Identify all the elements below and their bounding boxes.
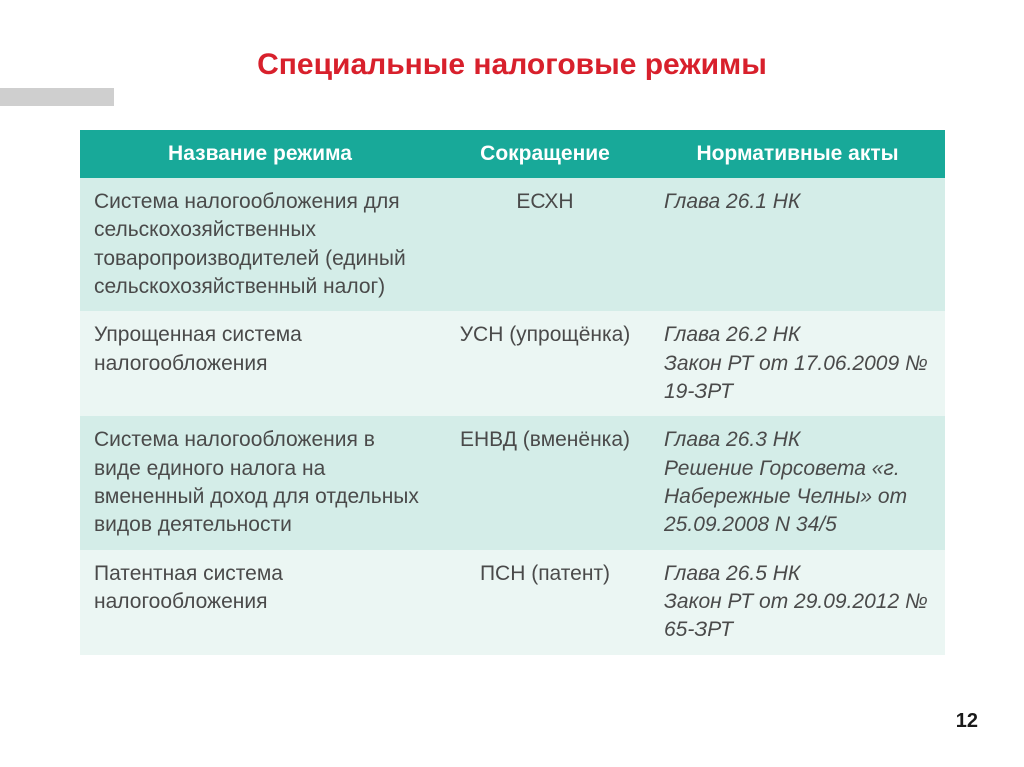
cell-abbr: ПСН (патент) bbox=[440, 550, 650, 655]
cell-abbr: ЕНВД (вменёнка) bbox=[440, 416, 650, 549]
cell-name: Система налогообложения в виде единого н… bbox=[80, 416, 440, 549]
cell-acts: Глава 26.5 НКЗакон РТ от 29.09.2012 № 65… bbox=[650, 550, 945, 655]
slide: Специальные налоговые режимы Название ре… bbox=[0, 0, 1024, 767]
cell-acts: Глава 26.1 НК bbox=[650, 178, 945, 311]
col-header-name: Название режима bbox=[80, 130, 440, 178]
col-header-abbr: Сокращение bbox=[440, 130, 650, 178]
cell-abbr: УСН (упрощёнка) bbox=[440, 311, 650, 416]
cell-name: Патентная система налогообложения bbox=[80, 550, 440, 655]
cell-acts: Глава 26.2 НКЗакон РТ от 17.06.2009 № 19… bbox=[650, 311, 945, 416]
col-header-acts: Нормативные акты bbox=[650, 130, 945, 178]
accent-bar bbox=[0, 88, 114, 106]
cell-name: Система налогообложения для сельскохозяй… bbox=[80, 178, 440, 311]
table-header-row: Название режима Сокращение Нормативные а… bbox=[80, 130, 945, 178]
table-row: Система налогообложения для сельскохозяй… bbox=[80, 178, 945, 311]
cell-acts: Глава 26.3 НКРешение Горсовета «г. Набер… bbox=[650, 416, 945, 549]
table-row: Система налогообложения в виде единого н… bbox=[80, 416, 945, 549]
cell-abbr: ЕСХН bbox=[440, 178, 650, 311]
cell-name: Упрощенная система налогообложения bbox=[80, 311, 440, 416]
tax-regimes-table: Название режима Сокращение Нормативные а… bbox=[80, 130, 945, 655]
table-row: Упрощенная система налогообложения УСН (… bbox=[80, 311, 945, 416]
table-row: Патентная система налогообложения ПСН (п… bbox=[80, 550, 945, 655]
page-number: 12 bbox=[956, 710, 978, 733]
slide-title: Специальные налоговые режимы bbox=[0, 48, 1024, 82]
